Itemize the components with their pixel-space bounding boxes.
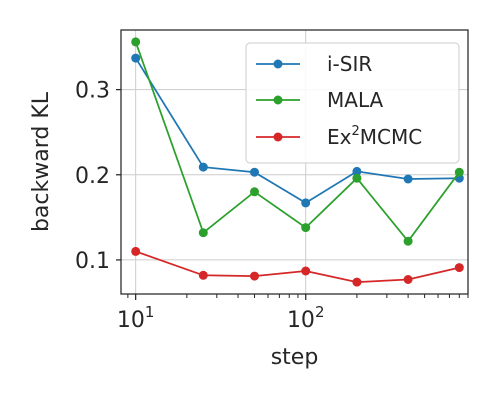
legend-label-ex2mcmc-sup: 2 — [351, 124, 359, 139]
series-0-point — [198, 162, 208, 172]
series-2-point — [131, 246, 141, 256]
y-tick-label: 0.1 — [75, 249, 110, 274]
series-0-point — [403, 174, 413, 184]
y-axis-label: backward KL — [29, 91, 54, 232]
y-tick-labels: 0.1 0.2 0.3 — [75, 79, 110, 274]
series-0-point — [352, 166, 362, 176]
x-tick-label: 102 — [287, 303, 325, 333]
y-tick-label: 0.3 — [75, 79, 110, 104]
legend-marker-mala — [273, 95, 283, 105]
series-0-point — [301, 198, 311, 208]
legend-label-mala: MALA — [327, 88, 384, 112]
x-tick-label-base: 10 — [117, 308, 145, 333]
series-1-point — [403, 236, 413, 246]
series-0-point — [131, 53, 141, 63]
series-2-point — [403, 275, 413, 284]
y-tick-label: 0.2 — [75, 164, 110, 189]
x-tick-label-base: 10 — [287, 308, 315, 333]
series-1-point — [131, 37, 141, 47]
legend-marker-ex2mcmc — [273, 132, 283, 142]
legend-label-i-sir: i-SIR — [327, 52, 372, 76]
legend-label-ex2mcmc-rest: MCMC — [360, 125, 422, 149]
series-1-point — [198, 228, 208, 238]
series-2-point — [454, 263, 464, 273]
legend: i-SIR MALA Ex2MCMC — [245, 42, 460, 164]
legend-label-ex2mcmc-base: Ex — [327, 125, 352, 149]
series-2-point — [301, 266, 311, 276]
x-axis-label: step — [271, 345, 319, 370]
legend-label-ex2mcmc: Ex2MCMC — [327, 124, 422, 149]
legend-box — [245, 42, 460, 164]
legend-entry-mala: MALA — [256, 88, 384, 112]
series-2-point — [198, 270, 208, 280]
minor-ticks — [127, 294, 469, 298]
x-tick-label-exponent: 1 — [145, 303, 155, 321]
x-tick-labels: 101 102 — [117, 303, 325, 333]
series-0-point — [250, 167, 259, 177]
series-1-point — [454, 167, 464, 177]
legend-entry-i-sir: i-SIR — [256, 52, 372, 76]
series-2-point — [250, 271, 259, 281]
series-layer — [131, 37, 464, 287]
series-1-point — [352, 173, 362, 183]
plot-frame — [120, 29, 469, 295]
series-1-point — [250, 187, 259, 197]
legend-entry-ex2mcmc: Ex2MCMC — [256, 124, 422, 149]
legend-marker-i-sir — [273, 59, 283, 69]
x-tick-label: 101 — [117, 303, 155, 333]
series-2-point — [352, 277, 362, 287]
series-1-point — [301, 223, 311, 233]
x-tick-label-exponent: 2 — [315, 303, 325, 321]
